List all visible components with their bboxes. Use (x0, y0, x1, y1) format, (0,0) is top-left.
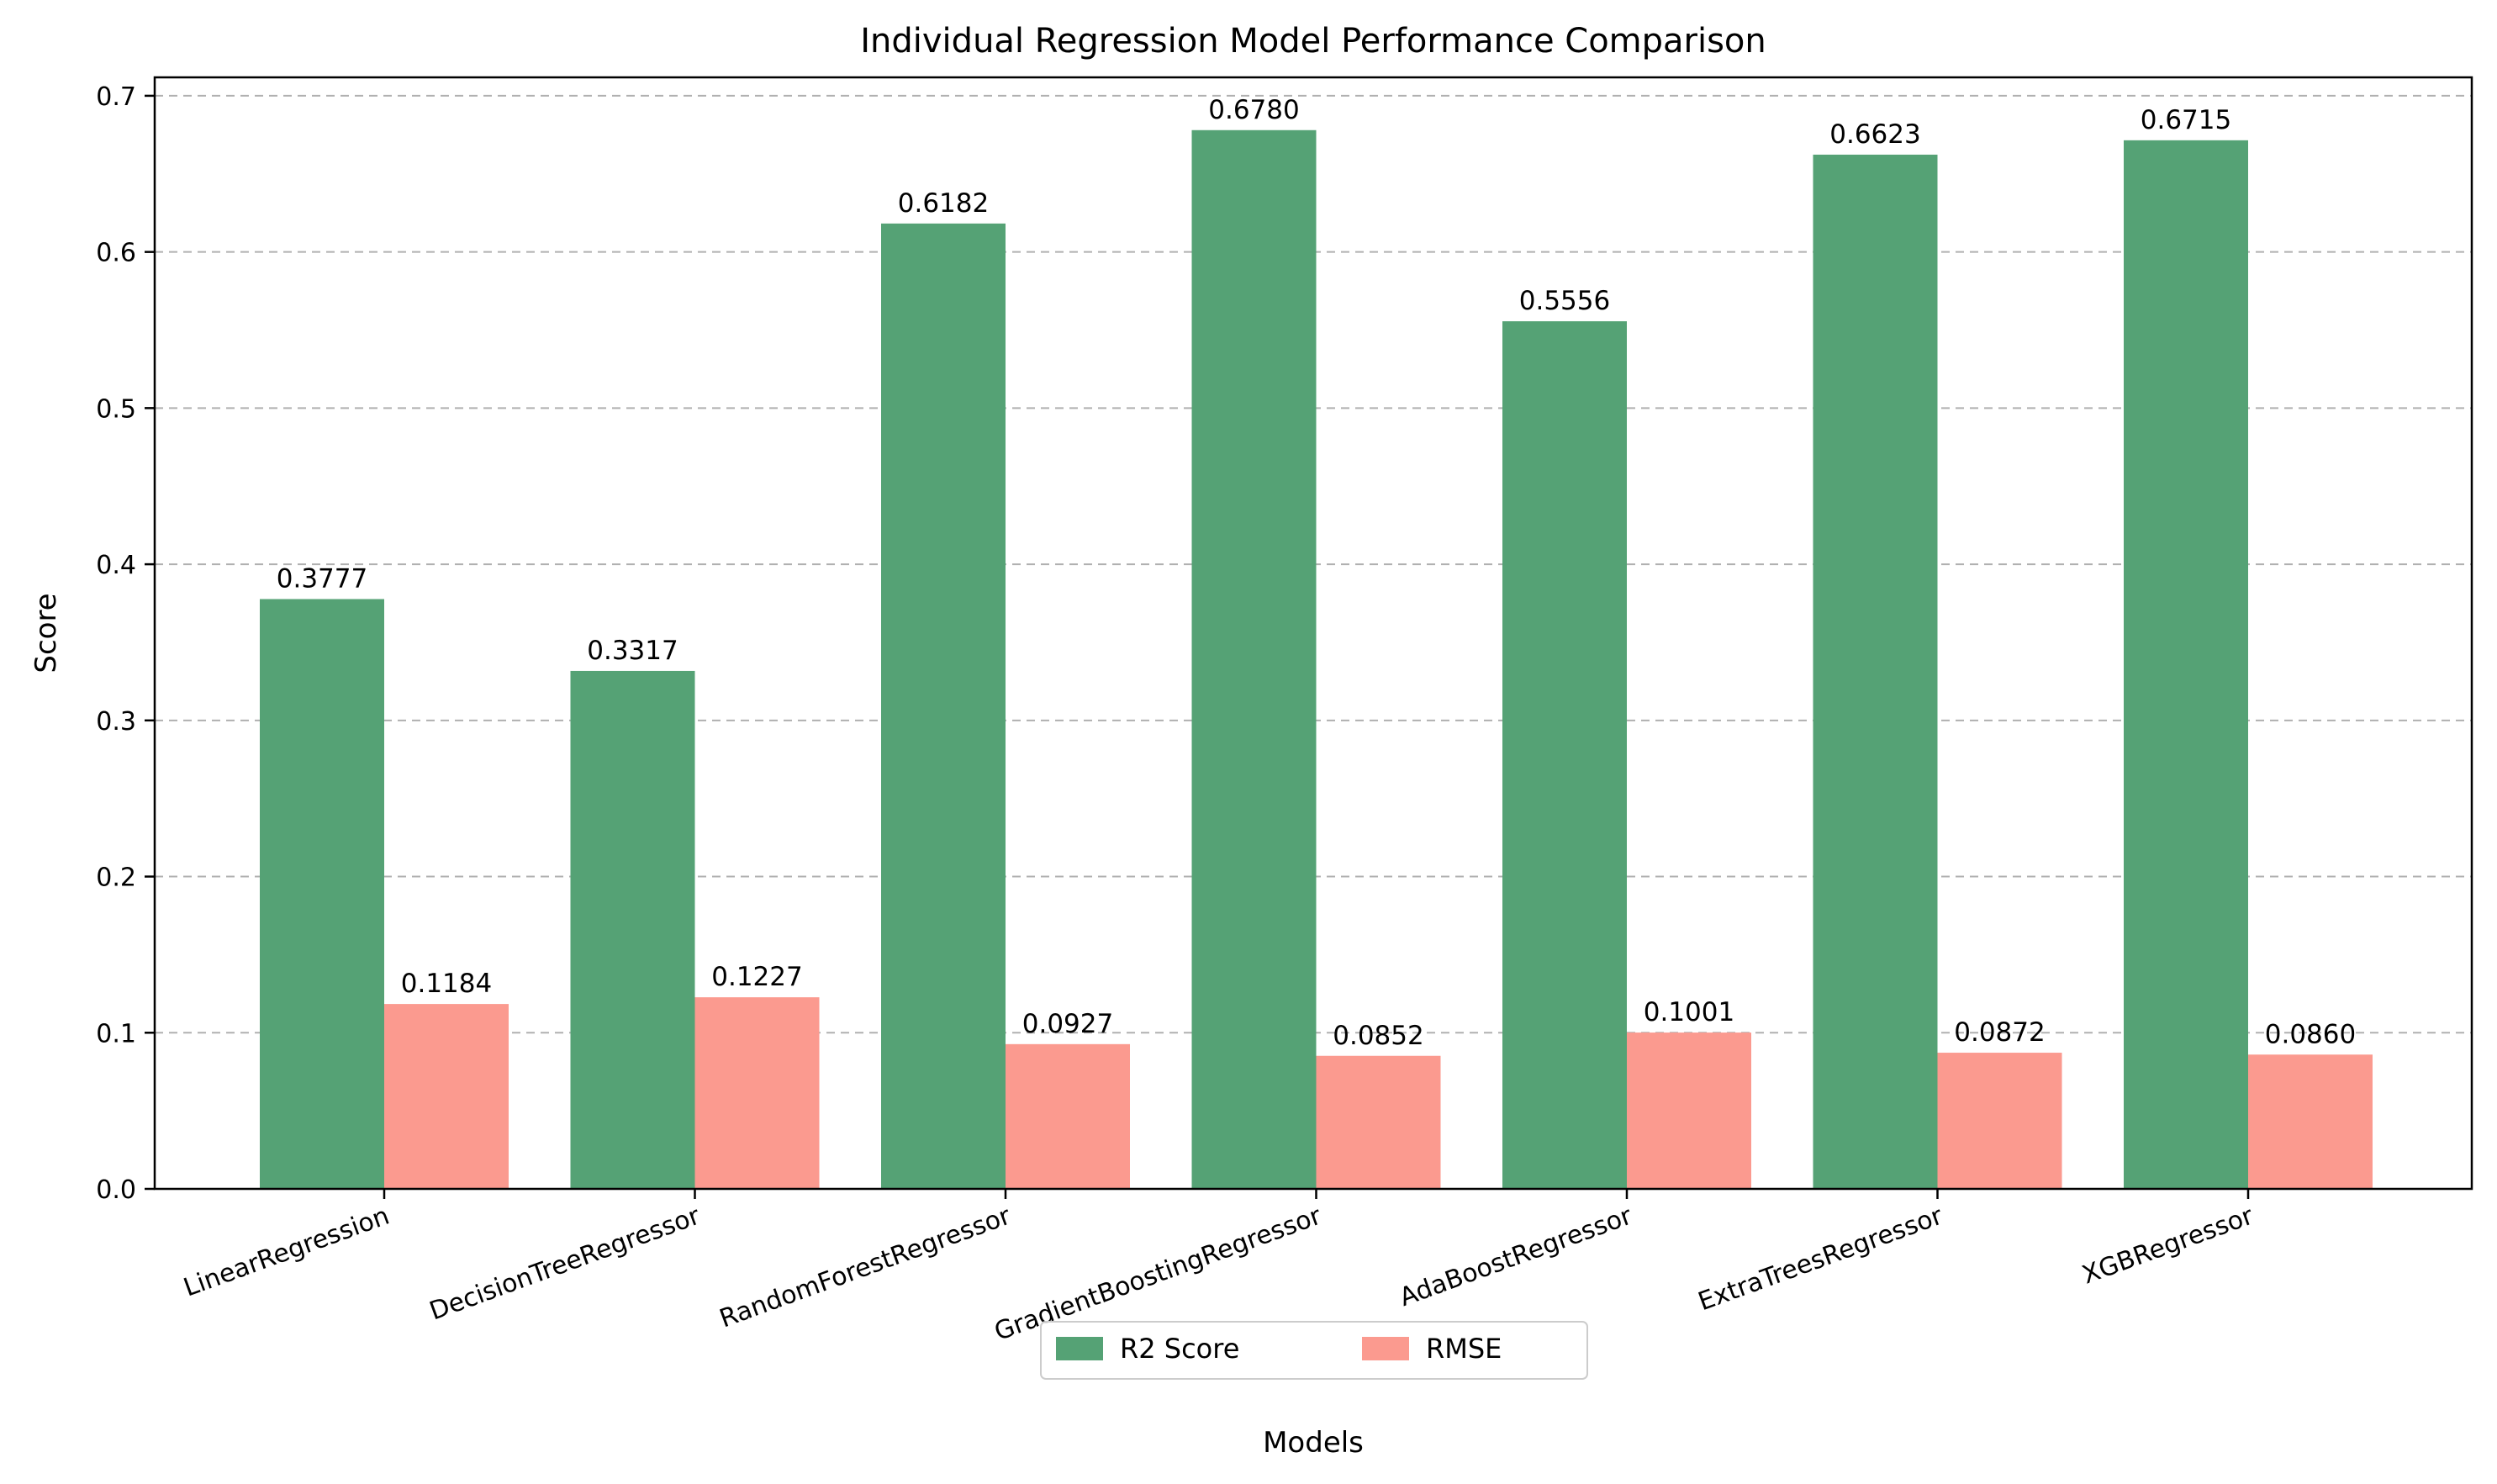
legend: R2 Score RMSE (1040, 1321, 1588, 1380)
bar-value-label: 0.3317 (587, 636, 678, 666)
bar-r2 (260, 599, 384, 1189)
bar-value-label: 0.5556 (1519, 286, 1610, 316)
y-tick-label: 0.0 (96, 1175, 136, 1205)
bar-value-label: 0.6182 (898, 188, 989, 219)
bar-rmse (384, 1004, 509, 1189)
y-tick-label: 0.3 (96, 707, 136, 737)
bar-r2 (2124, 140, 2248, 1190)
bar-value-label: 0.6780 (1208, 95, 1299, 125)
legend-label: RMSE (1426, 1333, 1502, 1365)
bar-r2 (1813, 154, 1938, 1189)
bar-rmse (694, 997, 820, 1189)
bar-r2 (881, 223, 1006, 1189)
bar-value-label: 0.6715 (2141, 105, 2231, 135)
x-axis-label: Models (1263, 1426, 1364, 1460)
bar-value-label: 0.0852 (1333, 1021, 1423, 1051)
chart-title: Individual Regression Model Performance … (860, 22, 1766, 61)
bar-rmse (1627, 1032, 1751, 1189)
bars (260, 129, 2373, 1190)
bar-value-label: 0.1184 (401, 969, 492, 999)
value-labels: 0.3777 0.3317 0.6182 0.6780 0.5556 0.6623 0.67… (277, 95, 2356, 1051)
legend-swatch (1056, 1337, 1103, 1360)
legend-box (1040, 1321, 1588, 1380)
y-tick-label: 0.4 (96, 551, 136, 580)
y-tick-label: 0.2 (96, 863, 136, 893)
bar-rmse (1937, 1053, 2062, 1189)
bar-rmse (1006, 1043, 1130, 1189)
y-tick-label: 0.7 (96, 82, 136, 112)
bar-r2 (1191, 129, 1317, 1189)
bar-value-label: 0.0927 (1022, 1009, 1113, 1039)
bar-r2 (1502, 321, 1627, 1190)
bar-value-label: 0.0860 (2265, 1019, 2356, 1049)
bar-value-label: 0.3777 (277, 564, 367, 594)
bar-value-label: 0.1001 (1644, 997, 1734, 1027)
y-tick-label: 0.6 (96, 239, 136, 268)
bar-value-label: 0.6623 (1829, 119, 1920, 150)
bar-value-label: 0.1227 (711, 962, 802, 992)
bar-rmse (2248, 1054, 2373, 1189)
y-axis-label: Score (29, 593, 63, 673)
bar-r2 (570, 670, 695, 1189)
y-tick-label: 0.5 (96, 394, 136, 424)
legend-swatch (1362, 1337, 1409, 1360)
bar-value-label: 0.0872 (1954, 1017, 2045, 1048)
y-tick-label: 0.1 (96, 1019, 136, 1048)
plot-frame (153, 76, 2473, 1191)
legend-label: R2 Score (1120, 1333, 1239, 1365)
bar-rmse (1316, 1055, 1441, 1189)
y-axis-ticks: 0.0 0.1 0.2 0.3 0.4 0.5 0.6 0.7 (96, 82, 155, 1205)
